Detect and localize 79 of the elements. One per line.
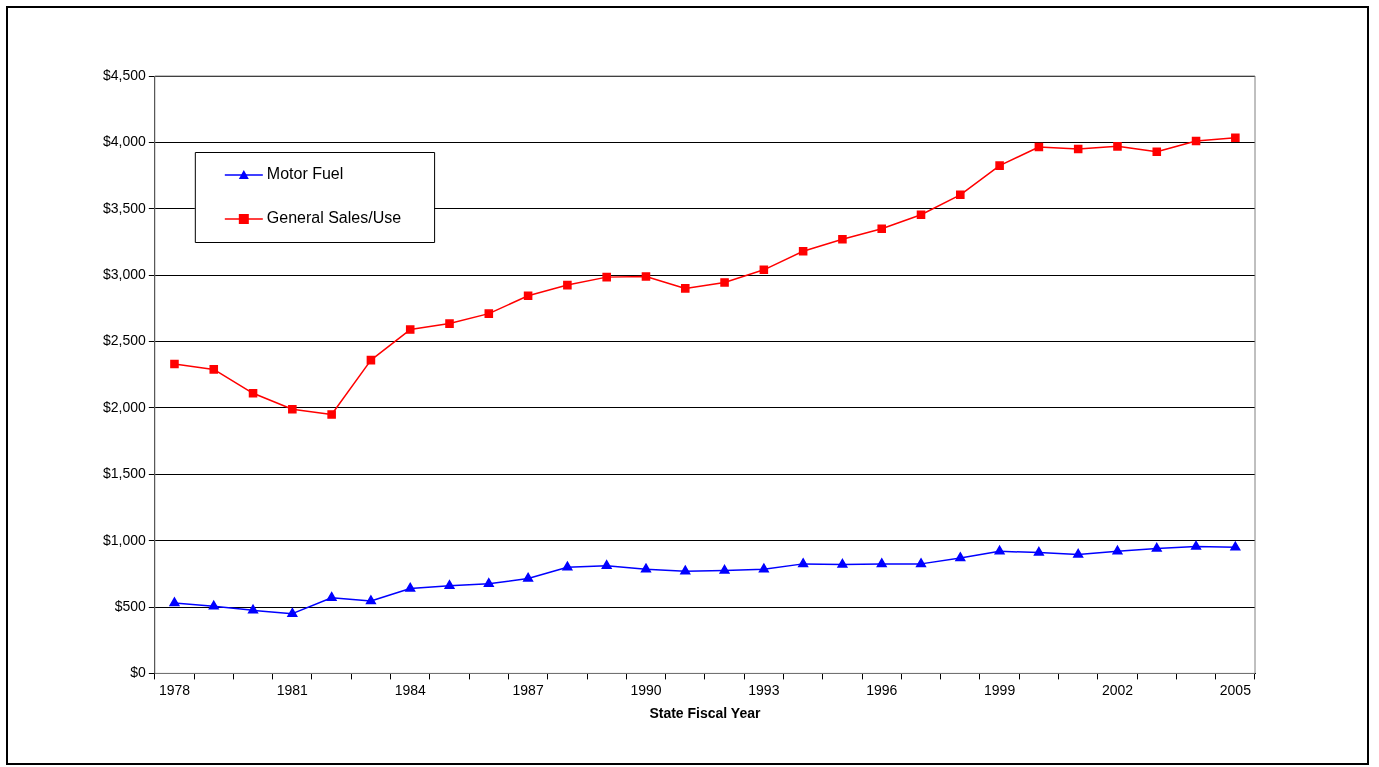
point (602, 272, 611, 282)
y-tick-label: $0 (130, 664, 147, 681)
point (405, 325, 415, 334)
point (837, 558, 848, 568)
point (327, 410, 336, 419)
y-tick-label: $3,000 (102, 265, 147, 282)
point (838, 235, 847, 244)
x-tick-label: 1990 (630, 681, 662, 698)
point (798, 558, 809, 568)
point (483, 578, 494, 588)
point (876, 558, 887, 568)
point (759, 265, 769, 275)
point (1191, 136, 1201, 146)
x-tick-label: 1987 (512, 681, 544, 698)
x-tick-label: 1978 (158, 681, 191, 698)
x-tick-label: 1999 (984, 681, 1016, 698)
y-tick-label: $3,500 (102, 199, 147, 216)
point (484, 309, 494, 318)
point (877, 224, 887, 233)
point (640, 563, 652, 573)
point (994, 545, 1005, 555)
y-tick-label: $1,500 (102, 465, 147, 482)
point (445, 319, 454, 328)
point (1112, 545, 1123, 555)
x-axis-title: State Fiscal Year (649, 705, 761, 722)
point (288, 404, 297, 414)
point (365, 595, 377, 605)
point (758, 563, 769, 573)
point (956, 190, 965, 200)
y-tick-label: $2,500 (102, 332, 147, 349)
point (1034, 142, 1044, 152)
x-tick-label: 1981 (276, 681, 309, 698)
x-tick-label: 1993 (748, 681, 780, 698)
point (680, 565, 691, 575)
y-tick-label: $2,000 (102, 398, 147, 415)
point (601, 560, 612, 570)
legend-label: General Sales/Use (266, 209, 402, 227)
y-tick-label: $500 (114, 597, 147, 614)
point (719, 564, 730, 574)
y-tick-label: $1,000 (102, 531, 147, 548)
x-tick-label: 1996 (866, 681, 898, 698)
point (444, 580, 455, 590)
point (916, 210, 926, 220)
x-tick-label: 2002 (1101, 681, 1134, 698)
y-tick-label: $4,500 (102, 66, 147, 83)
point (405, 582, 416, 592)
point (523, 291, 533, 300)
point (562, 561, 573, 571)
point (1230, 541, 1241, 551)
point (1073, 548, 1084, 558)
point (798, 246, 808, 256)
point (366, 355, 376, 365)
point (170, 359, 179, 369)
point (1073, 144, 1083, 154)
point (955, 552, 966, 562)
point (248, 389, 258, 398)
point (1113, 142, 1122, 151)
point (995, 161, 1004, 170)
point (915, 558, 927, 568)
x-tick-label: 1984 (394, 681, 426, 698)
legend-label: Motor Fuel (266, 165, 344, 183)
point (208, 600, 219, 610)
point (287, 607, 298, 617)
y-tick-label: $4,000 (102, 133, 147, 150)
point (1152, 147, 1162, 156)
point (563, 280, 572, 290)
point (720, 278, 729, 287)
point (169, 597, 180, 607)
point (523, 572, 534, 582)
point (641, 272, 651, 281)
point (1033, 546, 1044, 556)
point (1231, 133, 1240, 143)
point (326, 591, 337, 601)
point (209, 365, 219, 374)
point (680, 284, 690, 293)
point (1151, 542, 1162, 552)
point (1190, 540, 1202, 550)
point (247, 604, 259, 614)
x-tick-label: 2005 (1219, 681, 1252, 698)
